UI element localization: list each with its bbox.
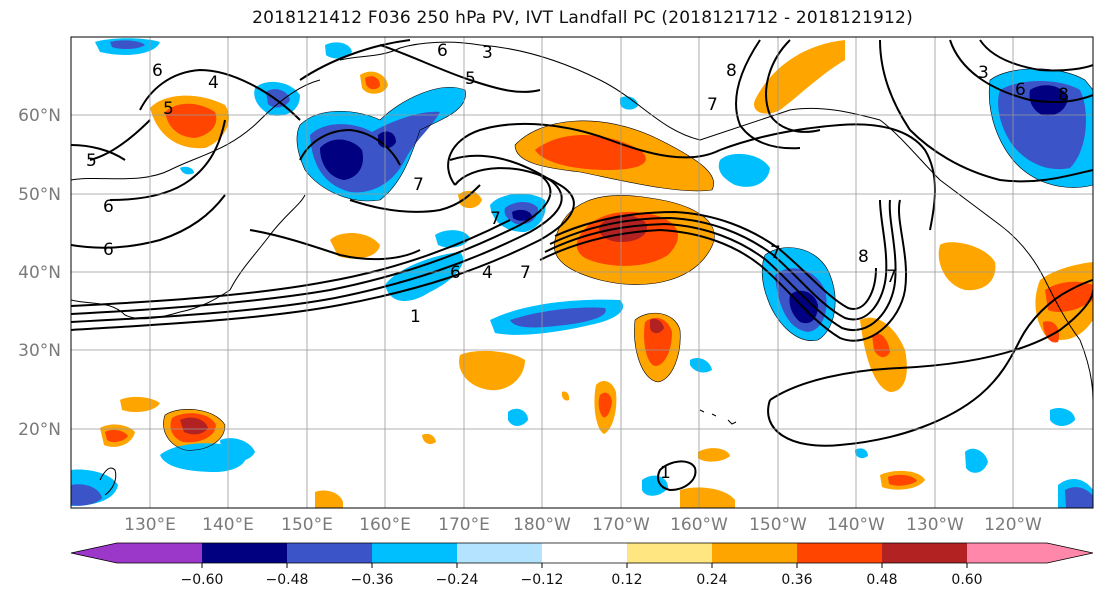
colorbar-ticks xyxy=(201,563,968,568)
contour-label: 7 xyxy=(520,263,531,283)
contour-label: 7 xyxy=(707,95,718,115)
colorbar-segment xyxy=(457,543,542,563)
lon-label: 130°W xyxy=(906,515,964,535)
colorbar-tick-label: −0.12 xyxy=(521,572,564,588)
contour-label: 5 xyxy=(163,99,174,119)
colorbar-tick-label: −0.36 xyxy=(351,572,394,588)
colorbar-segment xyxy=(627,543,712,563)
latitude-labels: 60°N 50°N 40°N 30°N 20°N xyxy=(18,106,61,440)
contour-label: 6 xyxy=(437,41,448,61)
contour-label: 7 xyxy=(886,267,897,287)
contour-label: 6 xyxy=(103,197,114,217)
colorbar-tick-label: 0.12 xyxy=(611,572,642,588)
lat-label: 20°N xyxy=(18,420,61,440)
contour-label: 4 xyxy=(482,263,493,283)
colorbar-tick-label: −0.48 xyxy=(266,572,309,588)
colorbar-tick-label: 0.36 xyxy=(781,572,812,588)
contour-label: 8 xyxy=(1058,85,1069,105)
colorbar-segment xyxy=(712,543,797,563)
colorbar-arrow-low xyxy=(71,543,117,563)
contour-label: 1 xyxy=(410,307,421,327)
colorbar-segment xyxy=(202,543,287,563)
contour-label: 5 xyxy=(465,69,476,89)
lon-label: 130°E xyxy=(124,515,176,535)
contour-label: 1 xyxy=(660,463,671,483)
lon-label: 160°E xyxy=(359,515,411,535)
lon-label: 170°W xyxy=(592,515,650,535)
colorbar-segment xyxy=(797,543,882,563)
graticule xyxy=(71,37,1093,508)
colorbar-segment xyxy=(287,543,372,563)
colorbar-tick-label: −0.60 xyxy=(181,572,224,588)
lon-label: 180°W xyxy=(513,515,571,535)
contour-label: 6 xyxy=(450,263,461,283)
contour-label: 7 xyxy=(770,243,781,263)
lon-label: 140°W xyxy=(827,515,885,535)
contour-label: 8 xyxy=(858,247,869,267)
contour-label: 3 xyxy=(978,63,989,83)
contour-label: 6 xyxy=(152,61,163,81)
colorbar-tick-label: 0.24 xyxy=(696,572,727,588)
plot-frame xyxy=(70,36,1094,509)
colorbar-arrow-high xyxy=(1047,543,1093,563)
lat-label: 40°N xyxy=(18,263,61,283)
negative-anomaly-regions xyxy=(71,38,1093,508)
colorbar-tick-label: 0.48 xyxy=(866,572,897,588)
lat-label: 50°N xyxy=(18,185,61,205)
colorbar-tick-label: −0.24 xyxy=(436,572,479,588)
lon-label: 150°W xyxy=(749,515,807,535)
contour-labels: 6 4 3 5 6 5 7 8 5 6 6 7 7 6 4 7 7 8 7 1 … xyxy=(86,41,1069,483)
contour-label: 6 xyxy=(103,240,114,260)
lon-label: 150°E xyxy=(281,515,333,535)
colorbar: −0.60 −0.48 −0.36 −0.24 −0.12 0.12 0.24 … xyxy=(70,542,1094,588)
colorbar-segment xyxy=(372,543,457,563)
pv-contours xyxy=(71,39,1093,492)
lon-label: 120°W xyxy=(984,515,1042,535)
lon-label: 160°W xyxy=(670,515,728,535)
colorbar-tick-label: 0.60 xyxy=(951,572,982,588)
contour-label: 7 xyxy=(413,175,424,195)
contour-label: 7 xyxy=(490,209,501,229)
contour-label: 5 xyxy=(86,151,97,171)
contour-label: 4 xyxy=(208,73,219,93)
lat-label: 60°N xyxy=(18,106,61,126)
colorbar-segment xyxy=(967,543,1047,563)
contour-label: 6 xyxy=(1015,80,1026,100)
lat-label: 30°N xyxy=(18,341,61,361)
contour-label: 3 xyxy=(482,43,493,63)
colorbar-segment xyxy=(882,543,967,563)
longitude-labels: 130°E 140°E 150°E 160°E 170°E 180°W 170°… xyxy=(124,515,1042,535)
colorbar-segment xyxy=(117,543,202,563)
lon-label: 140°E xyxy=(202,515,254,535)
map-title: 2018121412 F036 250 hPa PV, IVT Landfall… xyxy=(252,8,913,28)
colorbar-segment xyxy=(542,543,627,563)
contour-label: 8 xyxy=(726,61,737,81)
lon-label: 170°E xyxy=(438,515,490,535)
